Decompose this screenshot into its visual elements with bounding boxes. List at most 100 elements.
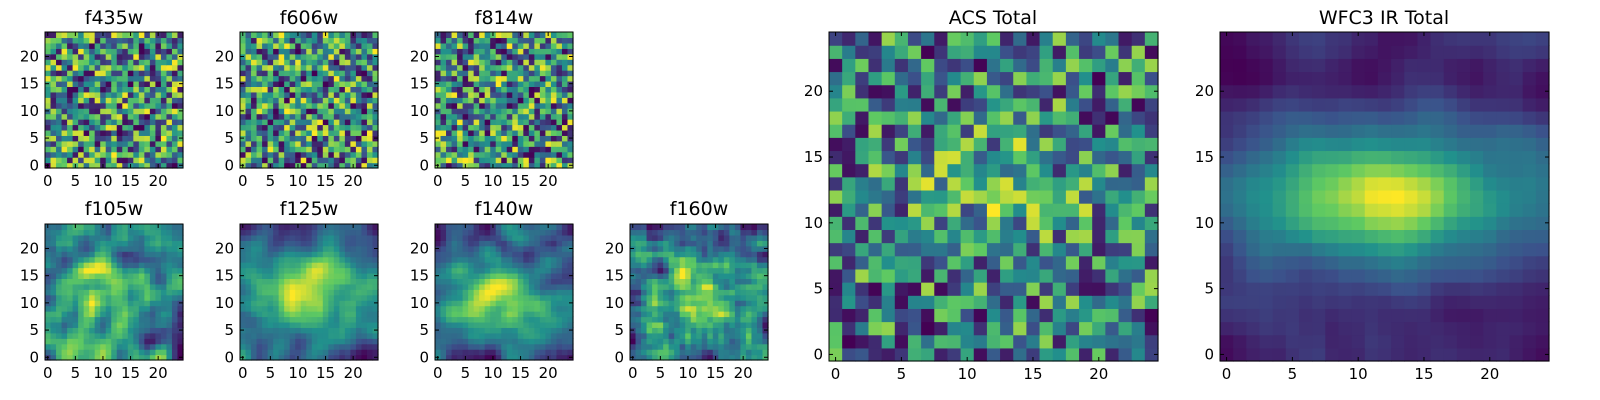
heatmap-cell: [556, 162, 563, 169]
heatmap-cell: [78, 113, 85, 120]
heatmap-cell: [344, 80, 351, 87]
heatmap-cell: [355, 59, 363, 66]
heatmap-cell: [155, 37, 162, 44]
heatmap-cell: [328, 267, 335, 274]
heatmap-cell: [545, 327, 552, 334]
heatmap-cell: [122, 245, 129, 252]
heatmap-cell: [361, 146, 368, 153]
heatmap-cell: [67, 316, 74, 323]
heatmap-cell: [166, 113, 173, 120]
heatmap-cell: [177, 262, 184, 269]
heatmap-cell: [506, 75, 513, 82]
heatmap-cell: [550, 59, 558, 66]
heatmap-cell: [446, 294, 453, 301]
heatmap-cell: [177, 42, 184, 49]
heatmap-cell: [446, 119, 453, 126]
heatmap-cell: [355, 140, 363, 147]
heatmap-cell: [89, 140, 96, 147]
heatmap-cell: [133, 59, 140, 66]
heatmap-cell: [61, 272, 68, 279]
heatmap-cell: [122, 349, 129, 356]
heatmap-cell: [45, 234, 52, 241]
heatmap-cell: [451, 113, 458, 120]
heatmap-cell: [446, 321, 453, 328]
heatmap-cell: [528, 267, 535, 274]
heatmap-cell: [446, 343, 453, 350]
heatmap-cell: [306, 157, 313, 164]
heatmap-cell: [550, 289, 558, 296]
heatmap-cell: [740, 305, 747, 312]
heatmap-cell: [723, 267, 730, 274]
heatmap-cell: [550, 53, 558, 60]
heatmap-cell: [756, 294, 764, 301]
heatmap-cell: [45, 59, 52, 66]
heatmap-cell: [567, 240, 574, 247]
heatmap-cell: [740, 289, 747, 296]
heatmap-cell: [534, 349, 541, 356]
heatmap-cell: [501, 311, 508, 318]
heatmap-cell: [446, 86, 453, 93]
heatmap-cell: [155, 349, 162, 356]
heatmap-cell: [723, 278, 730, 285]
heatmap-cell: [166, 97, 173, 104]
heatmap-cell: [550, 294, 558, 301]
heatmap-cell: [355, 240, 363, 247]
heatmap-cell: [646, 278, 653, 285]
heatmap-cell: [339, 283, 346, 290]
heatmap-cell: [679, 338, 686, 345]
heatmap-cell: [921, 282, 935, 296]
heatmap-cell: [361, 32, 368, 39]
heatmap-cell: [534, 102, 541, 109]
heatmap-cell: [545, 119, 552, 126]
heatmap-cell: [355, 157, 363, 164]
heatmap-cell: [690, 283, 697, 290]
heatmap-cell: [350, 256, 357, 263]
heatmap-cell: [295, 240, 302, 247]
heatmap-cell: [361, 316, 368, 323]
heatmap-cell: [240, 278, 247, 285]
heatmap-cell: [144, 300, 151, 307]
heatmap-cell: [1079, 176, 1093, 191]
heatmap-cell: [72, 234, 79, 241]
heatmap-cell: [83, 151, 90, 158]
x-tick-label: 10: [93, 172, 112, 190]
heatmap-cell: [45, 278, 52, 285]
heatmap-cell: [451, 305, 458, 312]
heatmap-cell: [479, 64, 486, 71]
heatmap-cell: [262, 32, 269, 39]
heatmap-cell: [512, 129, 519, 136]
heatmap-cell: [745, 240, 753, 247]
heatmap-cell: [523, 300, 530, 307]
heatmap-cell: [366, 256, 374, 263]
heatmap-cell: [72, 91, 79, 98]
heatmap-cell: [894, 334, 909, 349]
heatmap-cell: [550, 316, 558, 323]
heatmap-cell: [1118, 308, 1133, 323]
heatmap-cell: [523, 316, 530, 323]
heatmap-cell: [262, 316, 269, 323]
heatmap-cell: [1039, 242, 1054, 257]
heatmap-cell: [344, 53, 351, 60]
heatmap-cell: [1052, 176, 1067, 191]
heatmap-cell: [311, 32, 318, 39]
heatmap-cell: [133, 119, 140, 126]
heatmap-cell: [372, 289, 379, 296]
heatmap-cell: [344, 283, 351, 290]
heatmap-cell: [267, 48, 274, 55]
heatmap-cell: [561, 37, 569, 44]
heatmap-cell: [446, 75, 453, 82]
heatmap-cell: [138, 157, 145, 164]
heatmap-cell: [171, 102, 179, 109]
heatmap-cell: [45, 283, 52, 290]
x-tick-label: 10: [678, 364, 697, 382]
heatmap-cell: [506, 32, 513, 39]
heatmap-cell: [641, 283, 648, 290]
heatmap-cell: [696, 332, 703, 339]
heatmap-cell: [468, 42, 475, 49]
heatmap-cell: [256, 256, 263, 263]
heatmap-cell: [663, 311, 670, 318]
heatmap-cell: [45, 113, 52, 120]
heatmap-cell: [311, 140, 318, 147]
heatmap-cell: [646, 300, 653, 307]
heatmap-cell: [284, 262, 291, 269]
